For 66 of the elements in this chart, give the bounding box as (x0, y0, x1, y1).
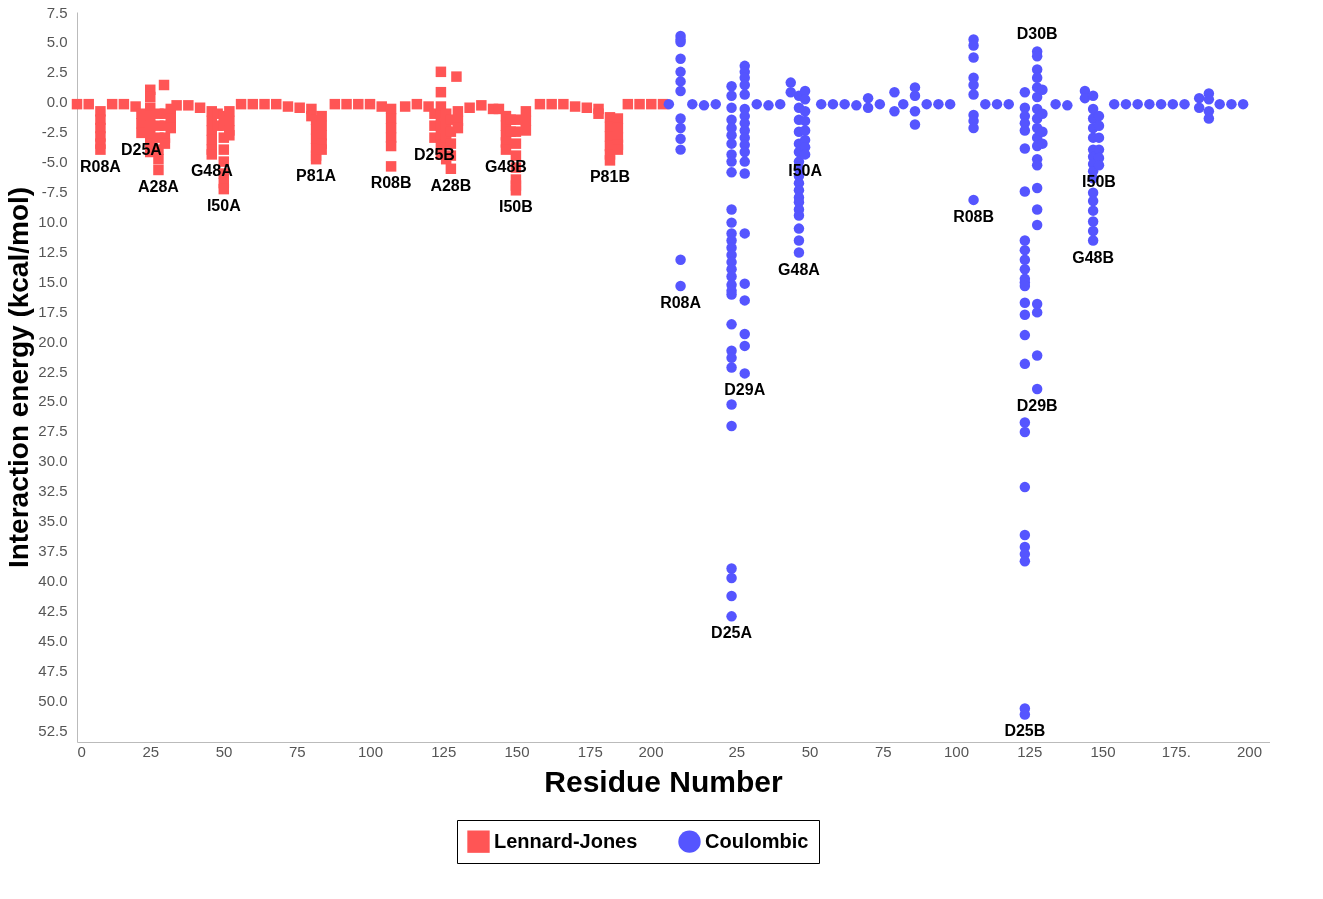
x-tick-label: 25 (728, 742, 746, 760)
x-tick-label: 0 (77, 742, 86, 760)
y-tick-label: 30.0 (38, 452, 68, 470)
annotation: R08B (953, 207, 995, 225)
y-tick-label: 5.0 (46, 33, 68, 51)
annotation: G48A (778, 260, 821, 278)
y-tick-label: 27.5 (38, 422, 68, 440)
y-tick-label: 37.5 (38, 542, 68, 560)
annotation: D29A (724, 381, 766, 399)
x-tick-label: 50 (801, 742, 819, 760)
annotation: P81A (296, 167, 337, 185)
y-tick-label: 10.0 (38, 212, 68, 230)
y-tick-label: 17.5 (38, 302, 68, 320)
x-tick-label: 75 (874, 742, 892, 760)
y-tick-label: 2.5 (46, 63, 68, 81)
y-tick-label: 15.0 (38, 272, 68, 290)
x-axis-title: Residue Number (544, 764, 784, 798)
annotation: G48B (1072, 248, 1115, 266)
x-tick-label: 200 (1236, 742, 1263, 760)
annotation: I50B (499, 198, 533, 216)
annotation: R08B (370, 174, 412, 192)
annotation: D29B (1016, 396, 1058, 414)
annotation: A28B (430, 176, 472, 194)
annotation: D25B (1004, 722, 1046, 740)
annotation: D25A (711, 624, 753, 642)
x-tick-label: 175 (577, 742, 603, 760)
y-tick-label: -5.0 (41, 153, 68, 171)
y-tick-label: 47.5 (38, 661, 68, 679)
x-tick-label: 75 (288, 742, 306, 760)
x-tick-label: 125 (1017, 742, 1043, 760)
y-tick-label: 22.5 (38, 362, 68, 380)
y-tick-label: 52.5 (38, 721, 68, 739)
legend-label: Coulombic (705, 829, 809, 852)
y-tick-label: 7.5 (46, 3, 68, 21)
legend-label: Lennard-Jones (494, 829, 638, 852)
annotation: P81B (589, 168, 630, 186)
annotation: G48B (485, 157, 527, 175)
y-tick-label: 45.0 (38, 631, 68, 649)
y-tick-label: 35.0 (38, 512, 68, 530)
y-tick-label: 32.5 (38, 482, 68, 500)
x-tick-label: 150 (504, 742, 530, 760)
x-tick-label: 200 (638, 742, 664, 760)
annotation: R08A (79, 157, 122, 175)
y-tick-label: 12.5 (38, 242, 68, 260)
annotation: D30B (1016, 25, 1058, 43)
x-tick-label: 150 (1090, 742, 1116, 760)
y-tick-label: 0.0 (46, 93, 68, 111)
y-tick-label: -2.5 (41, 123, 68, 141)
y-axis-title: Interaction energy (kcal/mol) (3, 186, 35, 569)
x-tick-label: 100 (943, 742, 970, 760)
x-tick-label: 25 (142, 742, 160, 760)
y-tick-label: 40.0 (38, 571, 68, 589)
x-tick-label: 100 (357, 742, 384, 760)
x-tick-label: 125 (431, 742, 457, 760)
x-tick-label: 175. (1161, 742, 1191, 760)
annotation: G48A (190, 162, 234, 180)
x-tick-label: 50 (215, 742, 233, 760)
y-tick-label: 50.0 (38, 691, 68, 709)
annotation: I50A (206, 197, 242, 215)
annotation: A28A (138, 177, 180, 195)
y-tick-label: 20.0 (38, 332, 68, 350)
annotation: I50B (1082, 173, 1116, 191)
y-tick-label: -7.5 (41, 183, 68, 201)
y-tick-label: 42.5 (38, 601, 68, 619)
annotation: R08A (660, 294, 702, 312)
y-tick-label: 25.0 (38, 392, 68, 410)
